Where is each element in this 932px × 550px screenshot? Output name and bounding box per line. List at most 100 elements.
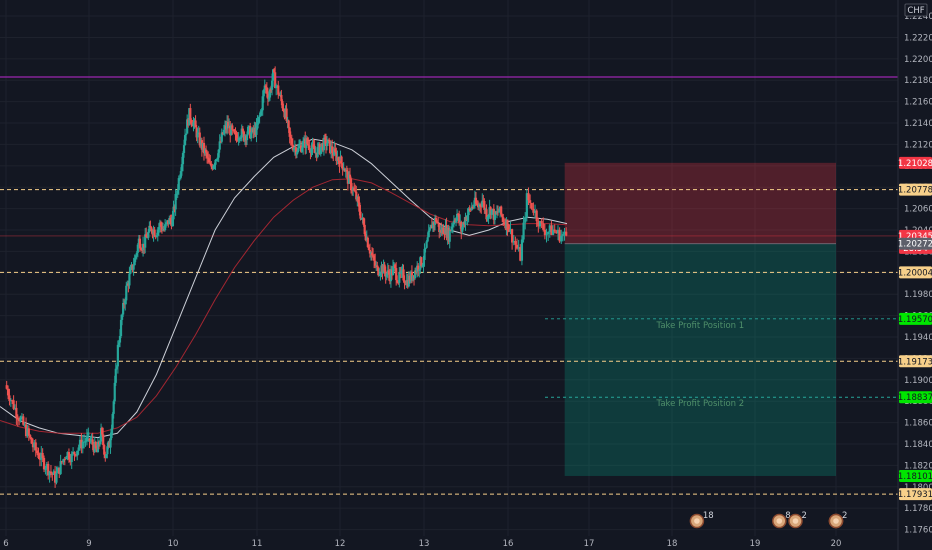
candle-body — [154, 236, 157, 238]
candle-body — [312, 144, 315, 148]
candle-body — [213, 164, 216, 166]
candle-body — [71, 451, 75, 454]
position-zones[interactable] — [564, 162, 836, 476]
candle-body — [292, 148, 295, 150]
horizontal-levels[interactable] — [0, 76, 898, 495]
candle-body — [338, 160, 341, 167]
candle-body — [212, 165, 215, 169]
candle-body — [277, 85, 280, 95]
candle-body — [452, 220, 456, 225]
candle-body — [273, 69, 276, 73]
candle-body — [227, 121, 230, 129]
candle-body — [547, 231, 550, 235]
candle-body — [540, 221, 543, 224]
candle-body — [545, 234, 548, 236]
candle-body — [296, 147, 300, 153]
candle-body — [426, 237, 429, 242]
candle-body — [423, 248, 426, 260]
candle-body — [438, 223, 441, 233]
price-tag-background — [899, 469, 932, 482]
candle-body — [245, 134, 249, 141]
candle-body — [48, 471, 51, 476]
candle-body — [85, 435, 89, 442]
event-flag-icon[interactable]: 18 — [689, 511, 714, 529]
candle-body — [109, 438, 112, 448]
candle-body — [38, 458, 41, 460]
candle-body — [106, 446, 109, 455]
candle-body — [45, 463, 48, 469]
candle-body — [5, 385, 8, 389]
candle-body — [471, 206, 474, 208]
candle-body — [59, 461, 62, 474]
event-flag-icon[interactable] — [828, 513, 844, 529]
candle-body — [194, 120, 197, 128]
event-flag-icon[interactable]: 2 — [788, 511, 807, 529]
candle-body — [461, 226, 464, 232]
take-profit-zone[interactable] — [564, 243, 836, 476]
candle-body — [132, 265, 135, 270]
candle-body — [319, 146, 322, 154]
candle-body — [181, 153, 185, 165]
candle-body — [160, 226, 164, 231]
candle-body — [6, 388, 10, 396]
stop-loss-zone[interactable] — [564, 162, 836, 244]
event-inner — [792, 518, 799, 524]
candle-body — [180, 164, 184, 172]
candle-body — [349, 178, 353, 190]
candle-body — [255, 122, 258, 135]
price-tag-background — [899, 488, 932, 501]
candle-body — [150, 227, 153, 232]
candle-body — [9, 400, 12, 402]
candle-body — [267, 97, 271, 99]
candle-body — [138, 238, 142, 249]
candle-body — [42, 457, 46, 470]
candle-body — [135, 252, 138, 256]
candle-body — [101, 428, 104, 435]
candle-body — [495, 211, 499, 214]
currency-label: CHF — [907, 6, 924, 16]
price-tag-label: 1.20004 — [898, 268, 932, 278]
candle-body — [242, 131, 245, 141]
y-tick-label: 1.19800 — [904, 290, 932, 300]
candle-body — [122, 302, 125, 315]
candle-body — [99, 428, 103, 442]
candle-body — [257, 117, 260, 123]
price-tag-label: 1.20272 — [898, 240, 932, 250]
candle-body — [89, 440, 92, 442]
candle-body — [543, 229, 546, 236]
candle-body — [120, 314, 124, 320]
candle-body — [36, 450, 39, 454]
candle-body — [230, 125, 233, 136]
candle-body — [88, 438, 91, 441]
candle-body — [234, 133, 237, 135]
candle-body — [368, 250, 372, 254]
candle-body — [133, 258, 136, 266]
event-count-label: 2 — [842, 511, 847, 521]
candle-body — [341, 163, 344, 170]
event-markers[interactable]: 18 8 2 2 — [689, 511, 847, 529]
candle-body — [506, 219, 509, 231]
candle-body — [377, 267, 380, 276]
candle-body — [209, 162, 212, 165]
candle-body — [565, 231, 568, 236]
candle-body — [481, 200, 484, 207]
candle-body — [171, 216, 174, 227]
candle-body — [136, 244, 139, 253]
candle-body — [451, 224, 454, 227]
candle-body — [517, 247, 520, 249]
candle-body — [119, 319, 123, 337]
candle-body — [422, 262, 425, 266]
candle-body — [96, 441, 100, 453]
event-flag-icon[interactable]: 8 — [772, 511, 791, 529]
candle-body — [198, 132, 201, 146]
candle-body — [174, 194, 177, 210]
candle-body — [259, 111, 262, 116]
currency-badge: CHF — [904, 3, 928, 17]
candle-body — [80, 439, 83, 449]
candle-body — [530, 202, 533, 209]
y-tick-label: 1.19000 — [904, 376, 932, 386]
candle-body — [487, 214, 490, 218]
price-tag-background — [899, 237, 932, 250]
candle-body — [379, 273, 382, 275]
